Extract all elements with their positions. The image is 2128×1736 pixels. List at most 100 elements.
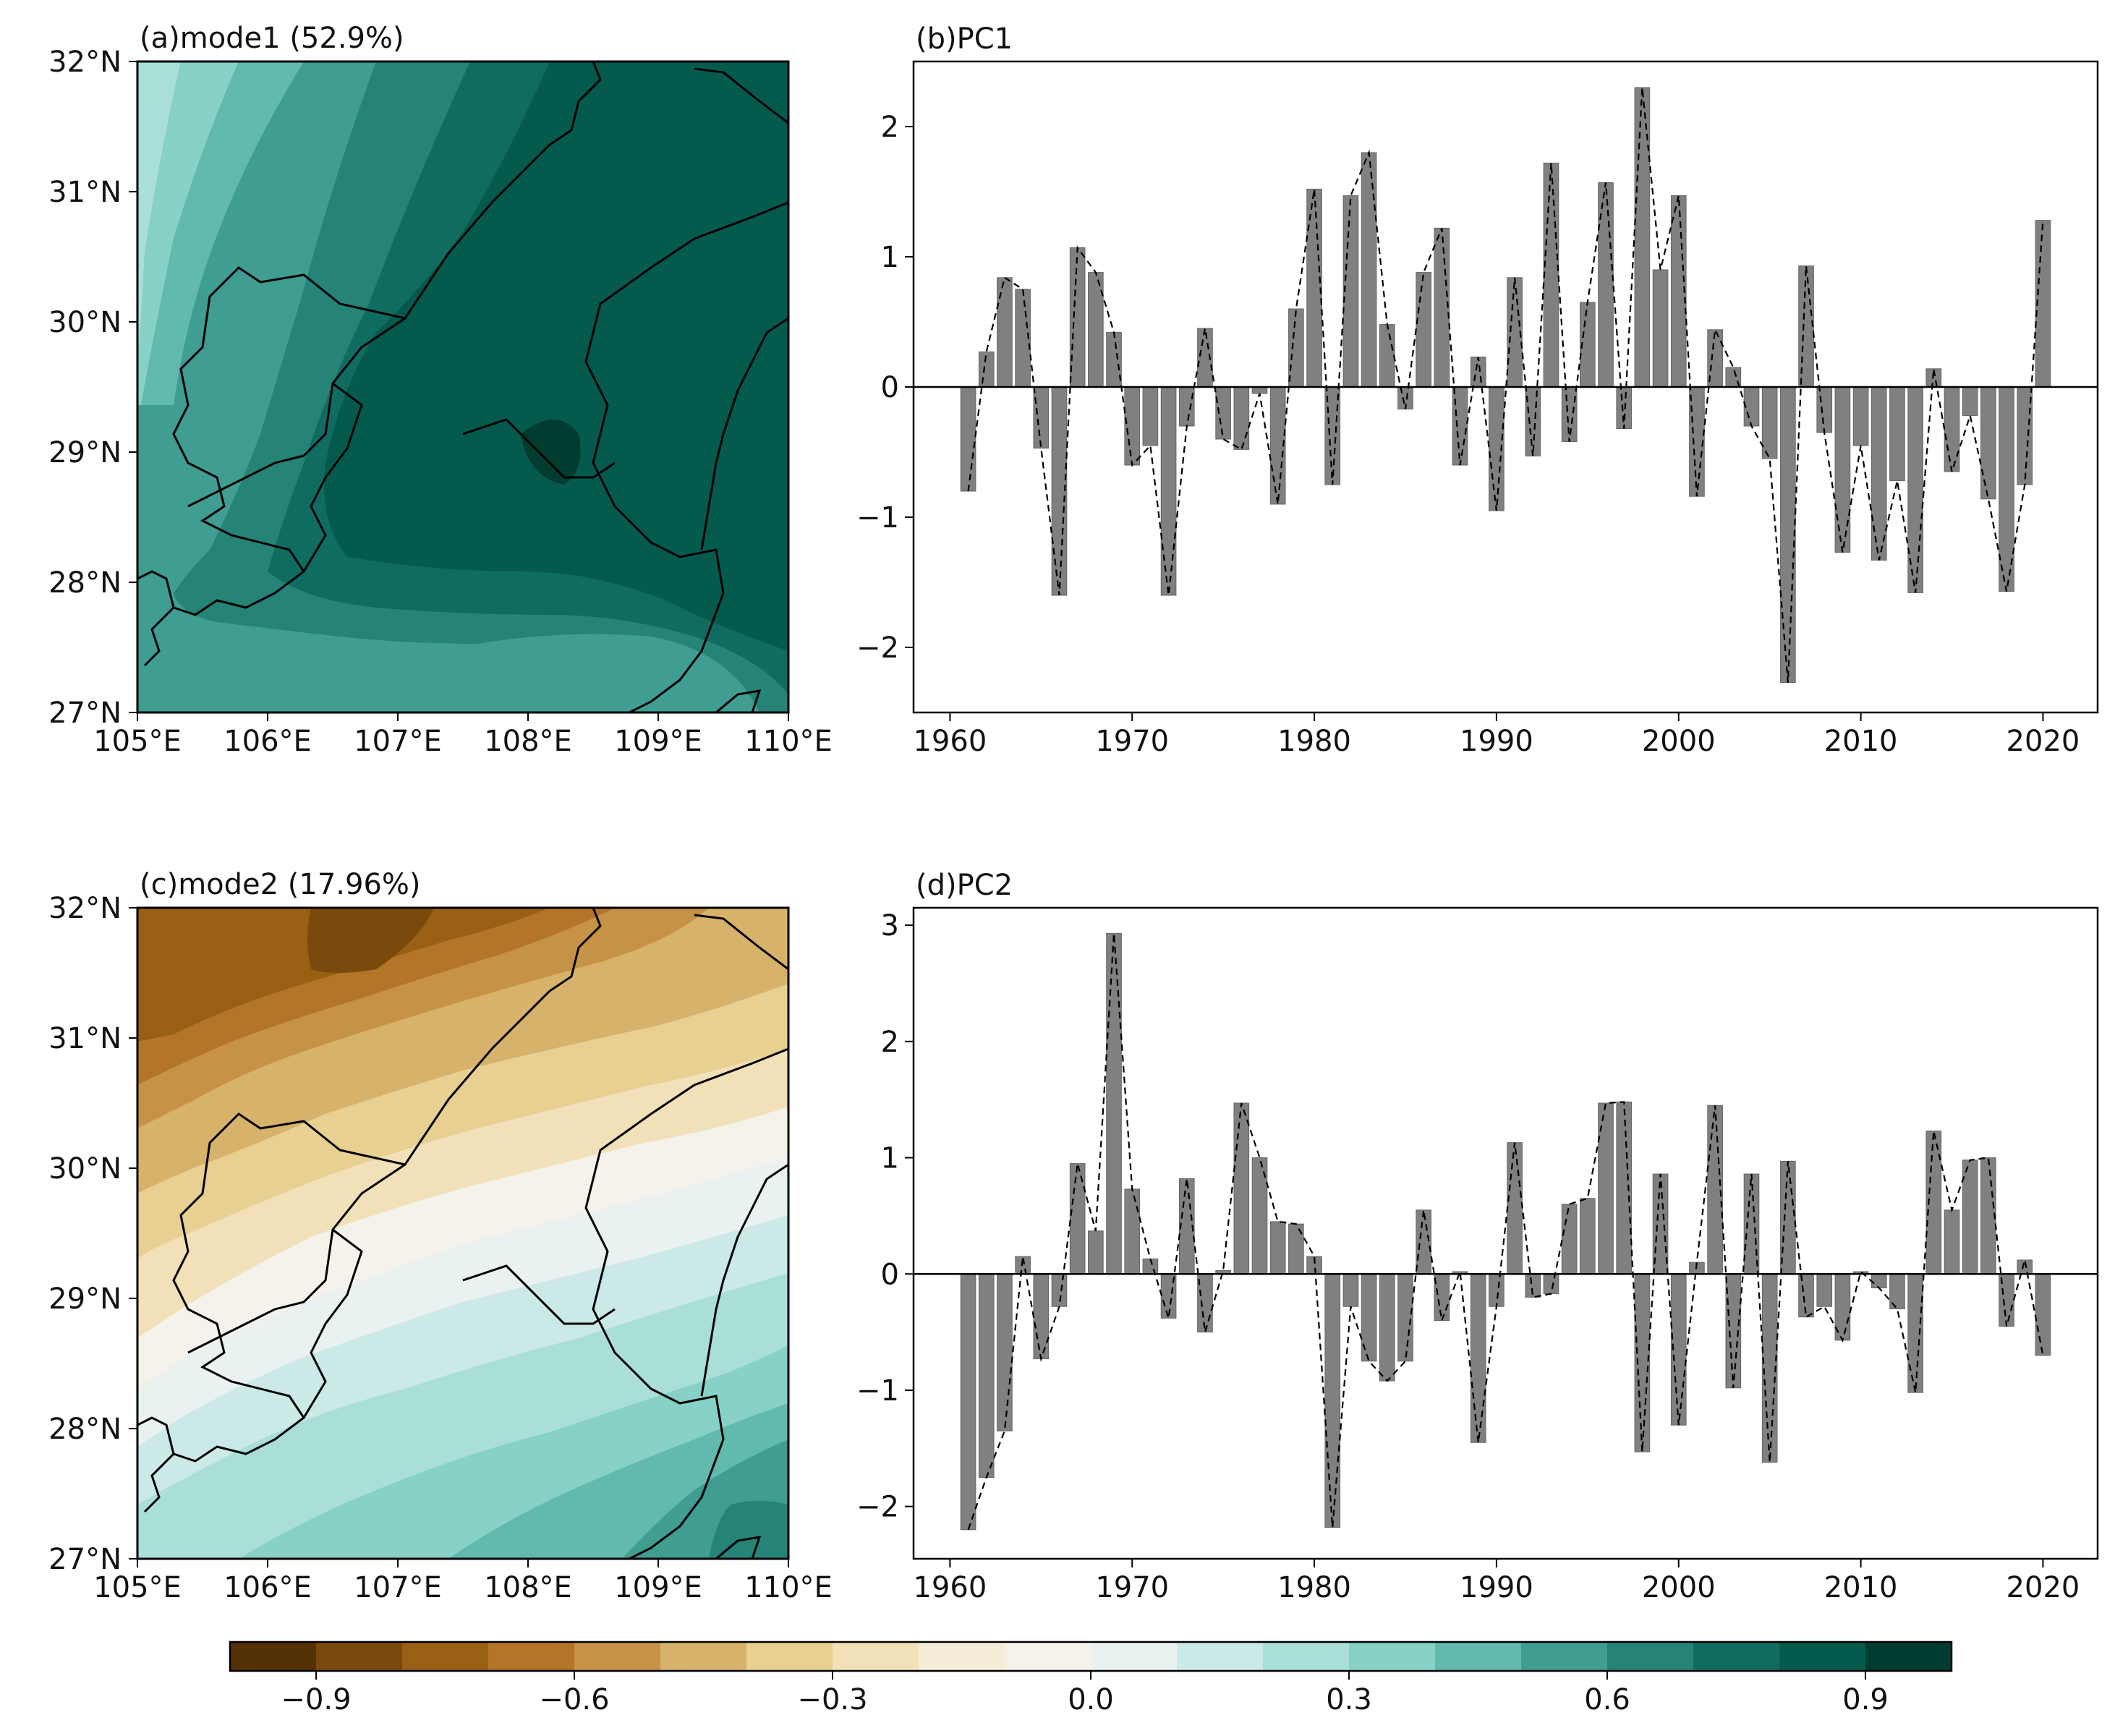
bar-1975 <box>1215 386 1231 440</box>
colorbar-swatch <box>919 1642 1005 1671</box>
bar-2015 <box>1944 386 1960 472</box>
bar-1994 <box>1561 386 1578 443</box>
bar-1991 <box>1507 1142 1523 1275</box>
bar-1993 <box>1543 162 1559 388</box>
bar-1961 <box>960 386 976 492</box>
bar-1972 <box>1160 386 1177 596</box>
bar-1994 <box>1561 1204 1578 1275</box>
contour-band <box>137 908 550 1042</box>
bar-1993 <box>1543 1273 1559 1295</box>
map-mode2: (c)mode2 (17.96%) <box>48 868 833 1604</box>
bar-1982 <box>1342 1273 1359 1307</box>
bar-2002 <box>1707 1105 1723 1275</box>
x-tick-label: 1960 <box>913 1571 987 1604</box>
bar-1970 <box>1124 386 1141 466</box>
bar-1987 <box>1434 227 1450 388</box>
colorbar-swatch <box>1091 1642 1178 1671</box>
bar-2016 <box>1962 1160 1978 1275</box>
lat-tick-label: 31°N <box>48 1022 122 1055</box>
bar-1979 <box>1288 308 1304 388</box>
bar-2012 <box>1889 386 1905 482</box>
bar-1999 <box>1652 269 1669 388</box>
bar-2016 <box>1962 386 1978 417</box>
lon-tick-label: 108°E <box>484 1571 572 1604</box>
bar-1989 <box>1470 1273 1486 1443</box>
y-tick-label: −2 <box>856 631 899 665</box>
colorbar-swatch <box>1693 1642 1780 1671</box>
lon-tick-label: 109°E <box>614 1571 702 1604</box>
chart-title: (b)PC1 <box>916 22 1013 56</box>
colorbar-swatch <box>402 1642 489 1671</box>
colorbar-tick-label: −0.3 <box>797 1683 867 1716</box>
lon-tick-label: 107°E <box>354 1571 442 1604</box>
bar-1996 <box>1598 182 1614 388</box>
chart-title: (d)PC2 <box>916 869 1013 902</box>
y-tick-label: 2 <box>881 111 899 144</box>
bar-1983 <box>1361 1273 1377 1362</box>
colorbar-swatch <box>230 1642 317 1671</box>
bar-1971 <box>1142 386 1159 446</box>
bar-2017 <box>1980 1157 1996 1275</box>
colorbar-swatch <box>1779 1642 1866 1671</box>
bar-1995 <box>1580 1198 1596 1275</box>
bar-1973 <box>1178 386 1195 427</box>
colorbar-swatch <box>1005 1642 1091 1671</box>
map-mode2-frame <box>136 906 790 1560</box>
map-mode1: (a)mode1 (52.9%) <box>48 22 833 758</box>
bar-1965 <box>1033 1273 1050 1360</box>
map-mode1-frame <box>136 60 790 714</box>
bar-1986 <box>1416 272 1431 388</box>
y-tick-label: 3 <box>881 909 899 943</box>
map-mode1-field <box>137 61 788 712</box>
bar-1962 <box>978 1273 995 1478</box>
colorbar-tick-label: 0.3 <box>1326 1683 1372 1716</box>
lat-tick-label: 31°N <box>48 176 122 209</box>
plot-frame <box>912 906 2099 1560</box>
bar-2006 <box>1780 386 1796 684</box>
x-tick-label: 1960 <box>913 725 987 758</box>
x-tick-label: 2000 <box>1642 1571 1716 1604</box>
lon-tick-label: 109°E <box>614 725 702 758</box>
colorbar-swatch <box>316 1642 403 1671</box>
lon-tick-label: 110°E <box>744 725 833 758</box>
bar-1982 <box>1342 195 1359 388</box>
bar-1985 <box>1397 1273 1413 1362</box>
bar-2013 <box>1907 1273 1923 1393</box>
bar-2015 <box>1944 1209 1960 1275</box>
lon-tick-label: 110°E <box>744 1571 833 1604</box>
province-boundaries <box>137 908 788 1559</box>
x-tick-label: 1980 <box>1277 1571 1351 1604</box>
bar-1986 <box>1416 1209 1431 1275</box>
bar-1997 <box>1616 386 1633 430</box>
bar-1984 <box>1379 1273 1395 1382</box>
x-tick-label: 1970 <box>1095 725 1169 758</box>
bar-2010 <box>1852 386 1869 446</box>
x-tick-label: 2010 <box>1824 1571 1898 1604</box>
map-mode1-lon-ticks: 105°E 106°E 107°E 108°E 109°E 110°E <box>93 712 833 758</box>
y-tick-label: −1 <box>856 501 899 535</box>
colorbar-tick-label: 0.9 <box>1842 1683 1889 1716</box>
y-tick-label: −1 <box>856 1374 899 1408</box>
contour-band <box>709 1501 788 1559</box>
lon-tick-label: 107°E <box>354 725 442 758</box>
contour-band <box>307 908 434 973</box>
bar-2020 <box>2035 1273 2051 1356</box>
bar-1968 <box>1088 1230 1104 1275</box>
bar-1998 <box>1634 87 1651 388</box>
x-tick-label: 2020 <box>2006 1571 2080 1604</box>
lat-tick-label: 29°N <box>48 1282 122 1316</box>
colorbar-swatch <box>660 1642 747 1671</box>
y-tick-label: 2 <box>881 1026 899 1059</box>
bar-2008 <box>1816 386 1833 433</box>
y-tick-label: −2 <box>856 1491 899 1524</box>
bar-2011 <box>1870 386 1887 561</box>
x-tick-label: 1980 <box>1277 725 1351 758</box>
bar-1969 <box>1106 331 1122 388</box>
bar-2009 <box>1834 386 1851 553</box>
bar-1963 <box>997 1273 1013 1431</box>
lat-tick-label: 28°N <box>48 566 122 600</box>
lat-tick-label: 27°N <box>48 697 122 730</box>
bar-2004 <box>1743 1173 1760 1275</box>
pc1-chart: (b)PC1 1960 1970 1980 1990 2000 2010 2020 −2 −1 0 1… <box>856 22 2099 758</box>
